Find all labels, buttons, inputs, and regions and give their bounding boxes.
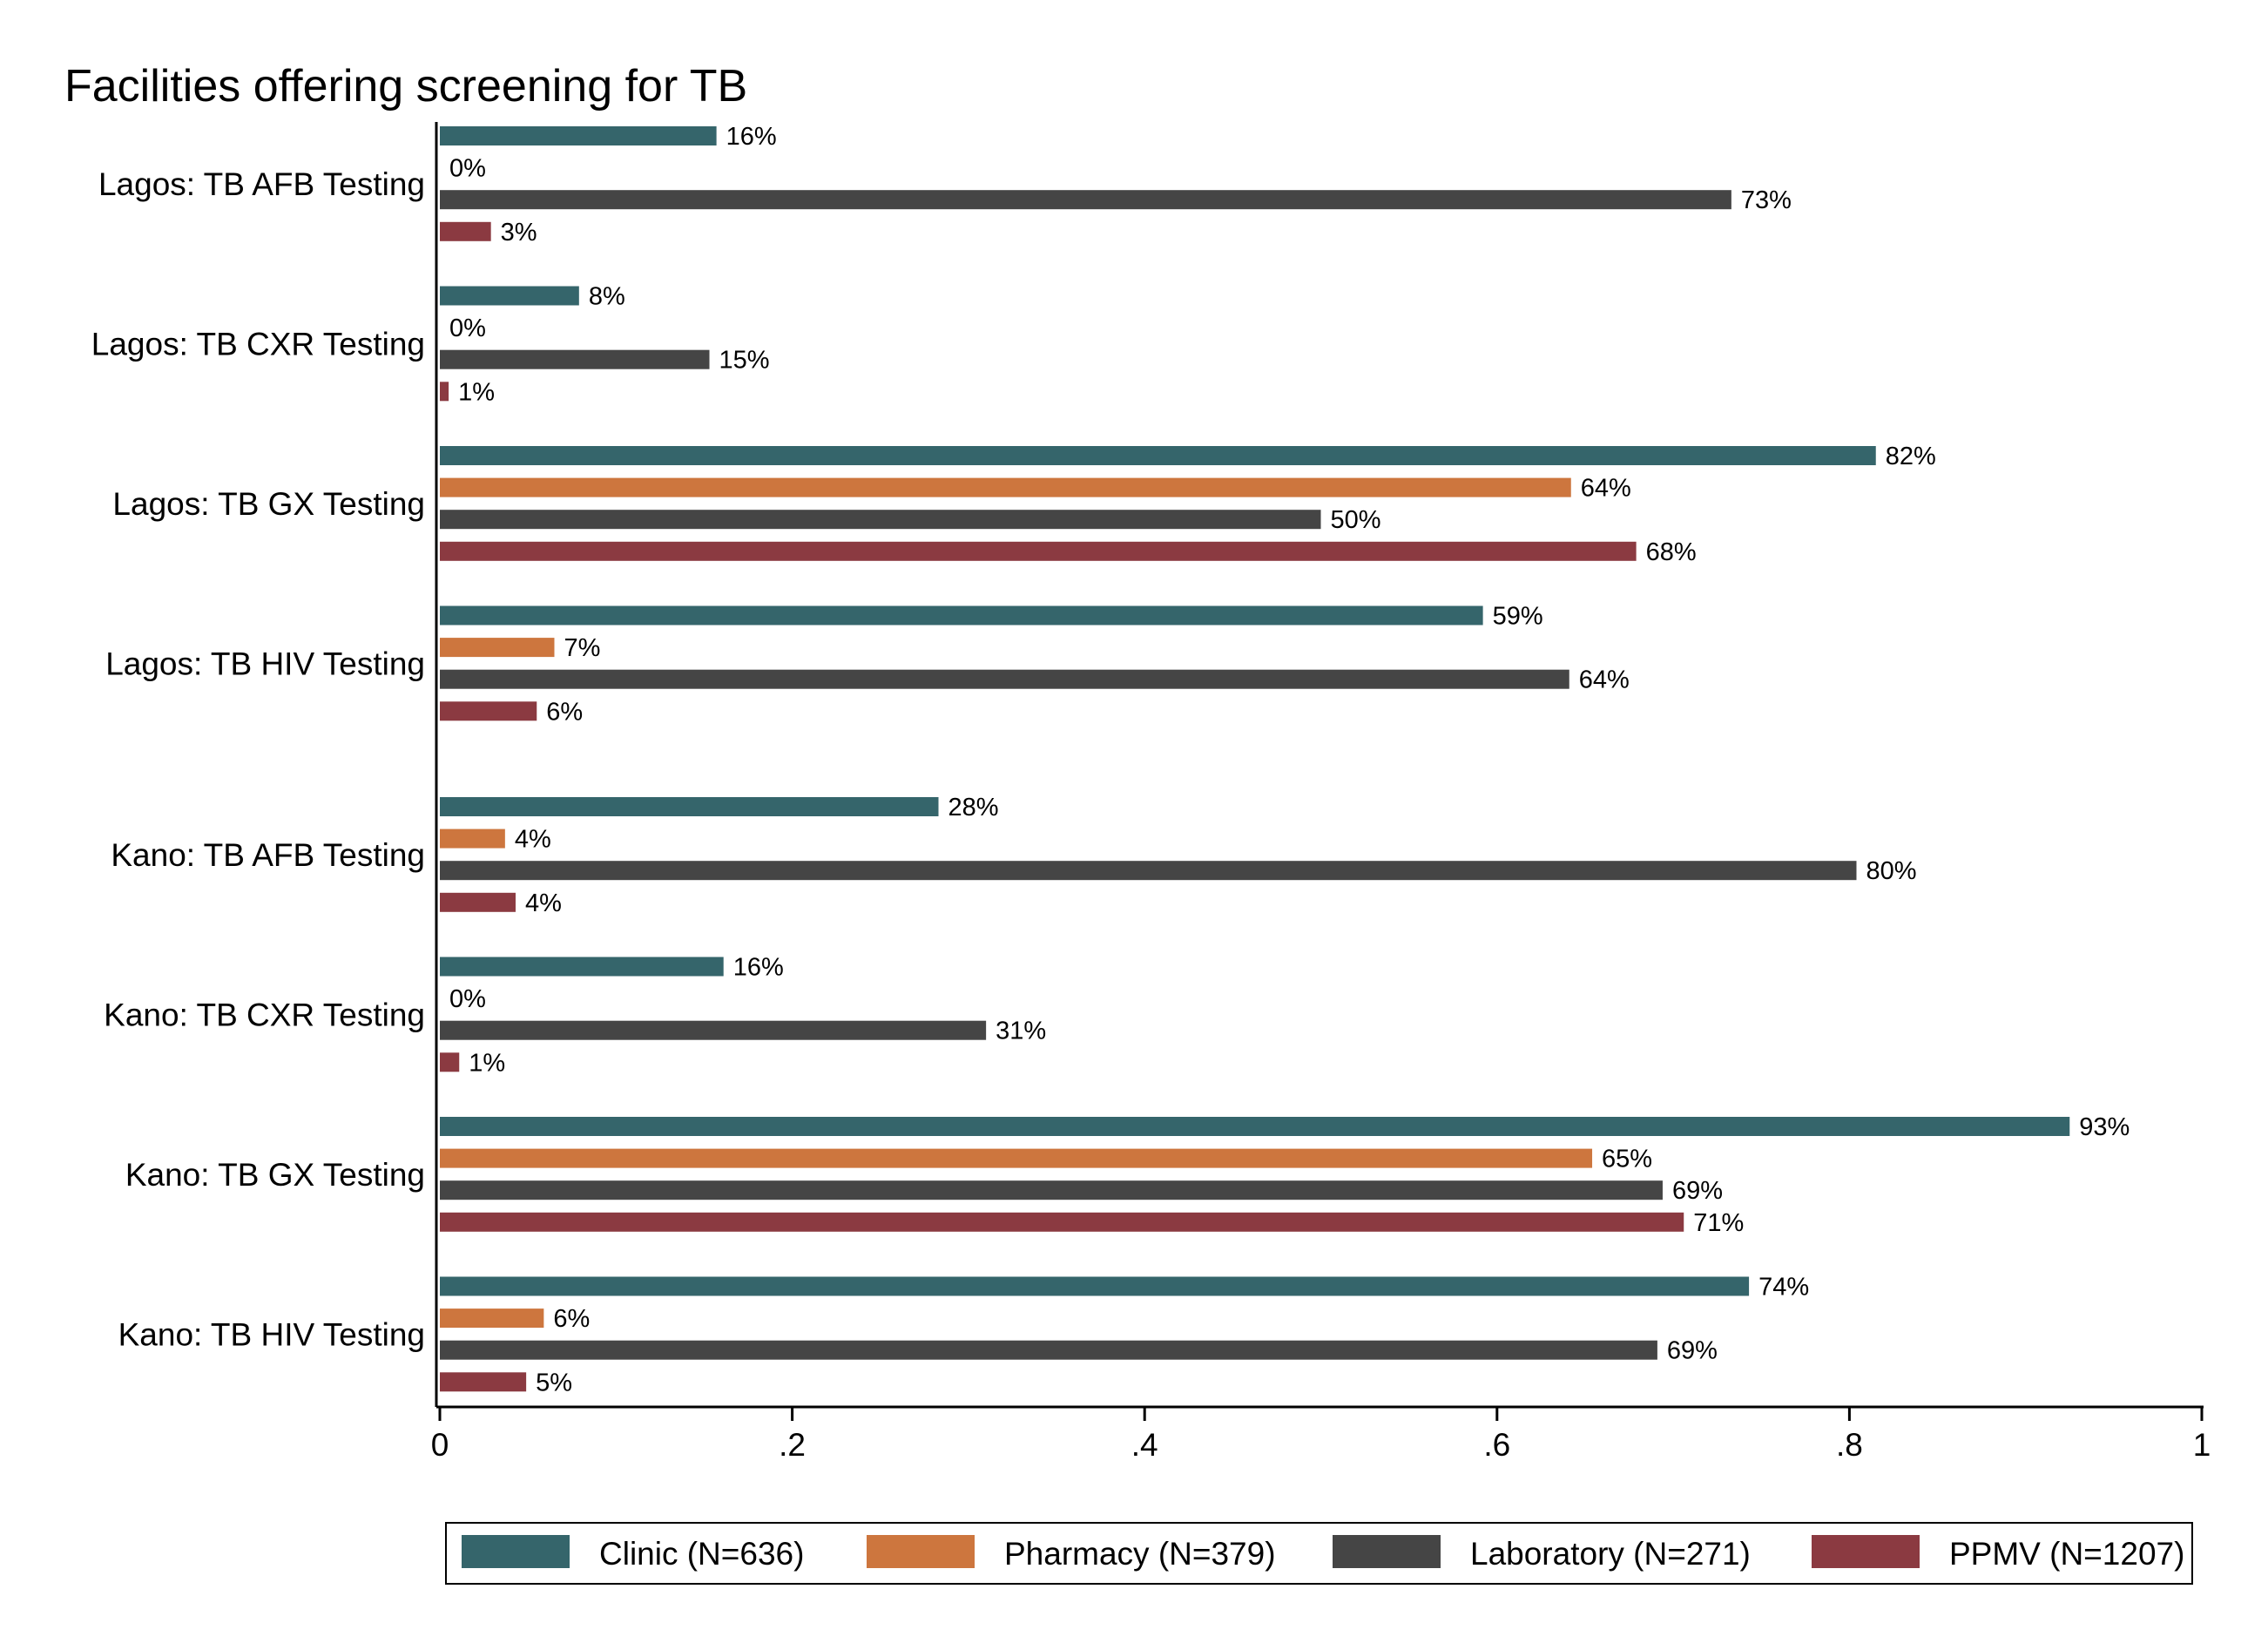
bar-value-label: 16%: [726, 123, 777, 151]
bar: [440, 701, 537, 721]
bar: [440, 797, 939, 816]
bar: [440, 221, 491, 241]
bar-value-label: 3%: [501, 219, 537, 247]
bar-value-label: 74%: [1758, 1274, 1809, 1302]
legend-swatch: [867, 1535, 975, 1568]
legend-label: PPMV (N=1207): [1949, 1536, 2184, 1572]
bar: [440, 446, 1876, 465]
bar: [440, 669, 1569, 689]
bar: [440, 1020, 987, 1040]
bar: [440, 1117, 2070, 1136]
bar-value-label: 69%: [1667, 1337, 1718, 1365]
legend: Clinic (N=636) Pharmacy (N=379) Laboratory…: [445, 1522, 2193, 1585]
bar: [440, 1276, 1750, 1296]
bar: [440, 382, 449, 402]
x-tick-label: .6: [1483, 1427, 1510, 1463]
legend-label: Pharmacy (N=379): [1004, 1536, 1276, 1572]
bar: [440, 541, 1637, 561]
legend-swatch: [1333, 1535, 1441, 1568]
category-label: Lagos: TB AFB Testing: [98, 166, 425, 202]
bar-value-label: 80%: [1866, 857, 1916, 885]
category-label: Lagos: TB GX Testing: [112, 486, 425, 522]
bar-value-label: 7%: [564, 634, 600, 662]
category-label: Kano: TB HIV Testing: [118, 1316, 425, 1352]
bar-value-label: 0%: [449, 155, 486, 183]
bar-value-label: 59%: [1493, 603, 1543, 631]
bar: [440, 477, 1571, 497]
bar-value-label: 73%: [1741, 186, 1792, 214]
bar-value-label: 71%: [1693, 1209, 1744, 1237]
bar-value-label: 31%: [996, 1018, 1046, 1045]
bar: [440, 1340, 1657, 1360]
category-label: Lagos: TB CXR Testing: [91, 326, 425, 362]
plot-bars: 16% 0% 73% 3% 8% 0% 15% 1% 82% 64% 50% 68% 59% 7% 64% 6…: [440, 123, 2130, 1396]
bar-value-label: 6%: [553, 1305, 590, 1333]
bar: [440, 605, 1483, 626]
chart-title: Facilities offering screening for TB: [64, 61, 747, 112]
bar-value-label: 4%: [525, 889, 562, 917]
x-axis-ticks: 0 .2 .4 .6 .8 1: [431, 1407, 2211, 1463]
bar: [440, 1309, 544, 1329]
bar: [440, 1372, 527, 1392]
category-label: Kano: TB GX Testing: [125, 1157, 425, 1193]
x-tick-label: .2: [779, 1427, 806, 1463]
bar-value-label: 82%: [1886, 443, 1936, 470]
bar-value-label: 5%: [536, 1369, 572, 1396]
bar-value-label: 8%: [589, 283, 625, 311]
bar: [440, 892, 516, 912]
bar: [440, 1180, 1663, 1200]
bar-value-label: 64%: [1579, 666, 1630, 694]
x-tick-label: 1: [2193, 1427, 2211, 1463]
bar-value-label: 6%: [546, 698, 583, 726]
bar-value-label: 1%: [458, 378, 495, 406]
bar: [440, 957, 724, 977]
bar-value-label: 93%: [2079, 1113, 2130, 1141]
legend-label: Clinic (N=636): [599, 1536, 804, 1572]
bar: [440, 1148, 1593, 1168]
bar-value-label: 69%: [1672, 1177, 1723, 1205]
bar: [440, 510, 1321, 530]
category-label: Lagos: TB HIV Testing: [105, 646, 425, 681]
bar-value-label: 65%: [1602, 1146, 1652, 1173]
legend-swatch: [1812, 1535, 1920, 1568]
bar: [440, 638, 555, 658]
x-tick-label: .4: [1131, 1427, 1158, 1463]
bar-value-label: 4%: [515, 826, 551, 854]
bar: [440, 828, 505, 849]
bar-value-label: 68%: [1646, 538, 1697, 566]
bar-value-label: 15%: [719, 347, 770, 375]
legend-label: Laboratory (N=271): [1470, 1536, 1751, 1572]
bar-value-label: 64%: [1581, 475, 1631, 503]
bar: [440, 126, 717, 145]
x-tick-label: .8: [1836, 1427, 1863, 1463]
bar-value-label: 1%: [469, 1049, 505, 1077]
bar: [440, 190, 1731, 210]
bar: [440, 349, 710, 369]
category-label: Kano: TB CXR Testing: [104, 997, 425, 1032]
bar: [440, 1052, 460, 1072]
bar: [440, 861, 1857, 881]
legend-swatch: [462, 1535, 570, 1568]
bar-value-label: 50%: [1331, 506, 1381, 534]
bar: [440, 286, 579, 306]
category-label: Kano: TB AFB Testing: [111, 837, 425, 873]
bar: [440, 1212, 1684, 1232]
x-tick-label: 0: [431, 1427, 449, 1463]
category-labels: Lagos: TB AFB Testing Lagos: TB CXR Testi…: [91, 166, 425, 1353]
legend-box: [445, 1522, 2193, 1585]
bar-value-label: 0%: [449, 985, 486, 1013]
bar-value-label: 0%: [449, 314, 486, 342]
bar-value-label: 28%: [948, 794, 999, 822]
bar-value-label: 16%: [733, 954, 784, 982]
plot-axes: [435, 122, 2204, 1409]
